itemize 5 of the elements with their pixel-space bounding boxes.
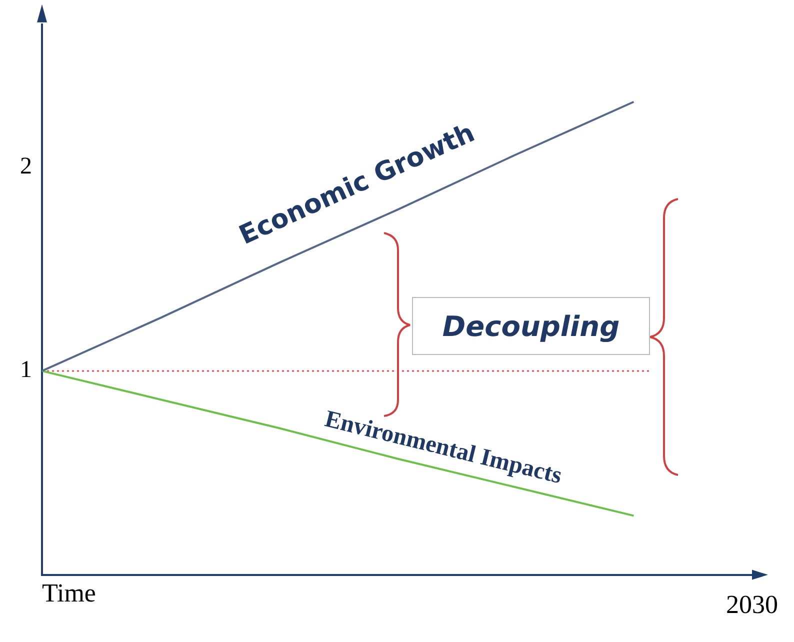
- y-tick-label: 2: [20, 153, 32, 180]
- x-tick-label: 2030: [726, 590, 778, 620]
- y-tick-label: 1: [20, 357, 32, 384]
- x-axis-title: Time: [42, 578, 96, 608]
- annotation: Decoupling: [412, 297, 650, 355]
